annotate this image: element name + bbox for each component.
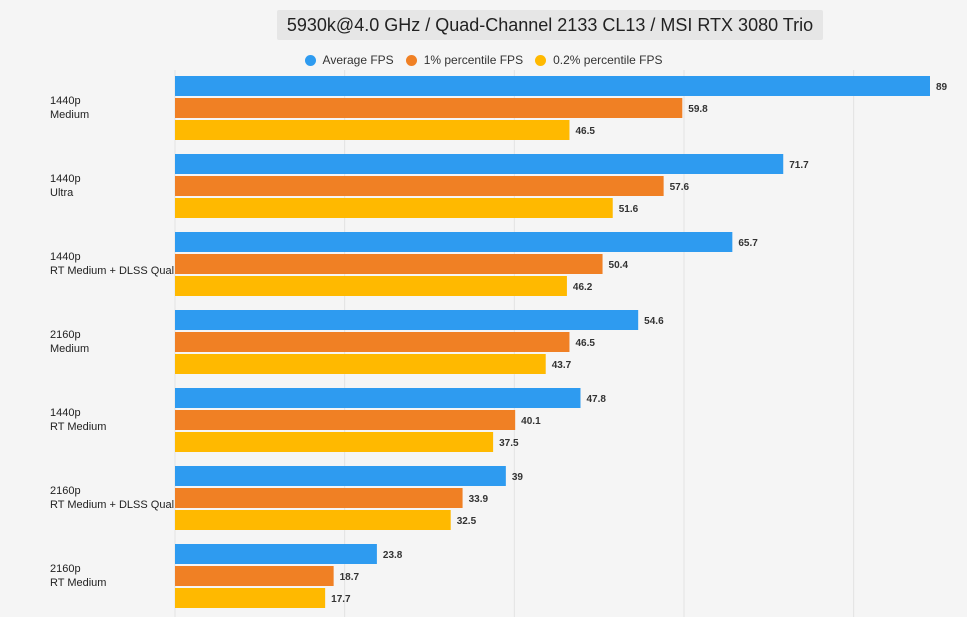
legend-label-02pct: 0.2% percentile FPS (553, 53, 663, 67)
legend-item-02pct[interactable]: 0.2% percentile FPS (535, 53, 662, 67)
bar (175, 410, 516, 430)
category-label: 2160p (50, 485, 81, 497)
legend-dot-average-icon (304, 54, 316, 66)
data-label: 37.5 (499, 438, 519, 449)
bar (175, 432, 494, 452)
category-label: Ultra (50, 187, 74, 199)
bar (175, 388, 581, 408)
category-label: 1440p (50, 95, 81, 107)
data-label: 46.5 (575, 338, 595, 349)
data-label: 17.7 (331, 594, 351, 605)
category-label: RT Medium (50, 421, 106, 433)
bar (175, 254, 603, 274)
data-label: 46.2 (573, 282, 593, 293)
data-label: 65.7 (738, 238, 758, 249)
legend: Average FPS 1% percentile FPS 0.2% perce… (0, 51, 967, 69)
bar (175, 76, 930, 96)
bar (175, 98, 683, 118)
bar (175, 488, 463, 508)
data-label: 71.7 (789, 160, 809, 171)
category-label: Medium (50, 109, 89, 121)
data-label: 32.5 (457, 516, 477, 527)
bar (175, 276, 567, 296)
bar (175, 332, 570, 352)
category-label: 1440p (50, 173, 81, 185)
category-label: RT Medium (50, 577, 106, 589)
legend-label-1pct: 1% percentile FPS (423, 53, 524, 67)
bar (175, 510, 451, 530)
data-label: 40.1 (521, 416, 541, 427)
bar (175, 198, 613, 218)
data-label: 89 (936, 82, 948, 93)
category-label: 1440p (50, 407, 81, 419)
legend-item-1pct[interactable]: 1% percentile FPS (405, 53, 524, 67)
bar (175, 176, 664, 196)
bar (175, 544, 377, 564)
bar (175, 566, 334, 586)
legend-dot-1pct-icon (405, 54, 417, 66)
data-label: 39 (512, 472, 524, 483)
data-label: 46.5 (575, 126, 595, 137)
data-label: 51.6 (619, 204, 639, 215)
bar (175, 232, 733, 252)
bar (175, 466, 506, 486)
category-label: RT Medium + DLSS Qual. (50, 499, 177, 511)
data-label: 33.9 (469, 494, 489, 505)
bar (175, 354, 546, 374)
category-label: 2160p (50, 329, 81, 341)
data-label: 23.8 (383, 550, 403, 561)
data-label: 18.7 (340, 572, 360, 583)
bar (175, 310, 639, 330)
data-label: 47.8 (586, 394, 606, 405)
legend-label-average: Average FPS (322, 53, 394, 67)
category-label: 2160p (50, 563, 81, 575)
data-label: 54.6 (644, 316, 664, 327)
legend-item-average[interactable]: Average FPS (304, 53, 394, 67)
data-label: 57.6 (670, 182, 690, 193)
chart-title: 5930k@4.0 GHz / Quad-Channel 2133 CL13 /… (277, 10, 823, 40)
data-label: 59.8 (688, 104, 708, 115)
category-label: 1440p (50, 251, 81, 263)
bar (175, 154, 784, 174)
legend-dot-02pct-icon (535, 54, 547, 66)
data-label: 43.7 (552, 360, 572, 371)
bar (175, 588, 326, 608)
category-label: RT Medium + DLSS Qual. (50, 265, 177, 277)
category-label: Medium (50, 343, 89, 355)
bar (175, 120, 570, 140)
data-label: 50.4 (609, 260, 629, 271)
